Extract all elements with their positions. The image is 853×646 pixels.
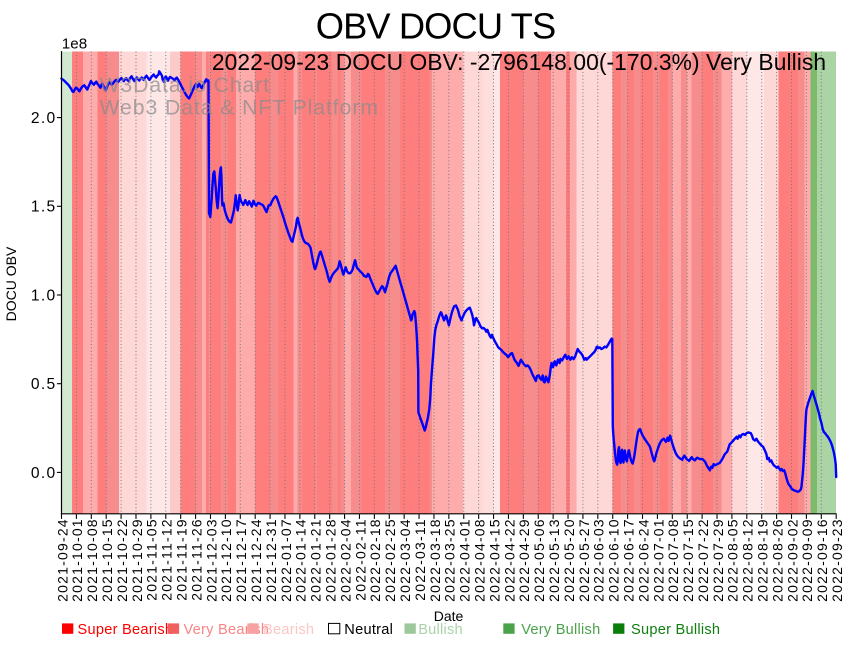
svg-text:W3Data.io Chart: W3Data.io Chart bbox=[100, 74, 271, 97]
svg-text:2021-09-24: 2021-09-24 bbox=[54, 518, 70, 602]
svg-text:Neutral: Neutral bbox=[344, 622, 393, 638]
svg-text:2022-04-01: 2022-04-01 bbox=[457, 518, 473, 602]
svg-text:2022-04-08: 2022-04-08 bbox=[471, 518, 487, 602]
svg-text:Super Bullish: Super Bullish bbox=[631, 622, 720, 638]
svg-text:2022-07-01: 2022-07-01 bbox=[650, 518, 666, 602]
svg-text:2022-01-07: 2022-01-07 bbox=[278, 518, 294, 602]
svg-text:2022-05-27: 2022-05-27 bbox=[576, 518, 592, 602]
svg-text:2.0: 2.0 bbox=[31, 110, 57, 127]
svg-text:2022-01-14: 2022-01-14 bbox=[293, 518, 309, 602]
svg-text:Very Bullish: Very Bullish bbox=[521, 622, 600, 638]
svg-text:2022-08-05: 2022-08-05 bbox=[725, 518, 741, 602]
svg-text:2022-07-15: 2022-07-15 bbox=[680, 518, 696, 602]
svg-text:2021-11-12: 2021-11-12 bbox=[159, 518, 175, 601]
svg-text:2022-01-21: 2022-01-21 bbox=[308, 518, 324, 602]
svg-text:2021-11-26: 2021-11-26 bbox=[188, 518, 204, 601]
svg-text:2022-03-25: 2022-03-25 bbox=[442, 518, 458, 602]
svg-text:Super Bearish: Super Bearish bbox=[78, 622, 174, 638]
svg-text:2021-10-29: 2021-10-29 bbox=[129, 518, 145, 602]
svg-text:2021-12-31: 2021-12-31 bbox=[263, 518, 279, 602]
svg-text:2022-04-29: 2022-04-29 bbox=[516, 518, 532, 602]
svg-text:2022-09-02: 2022-09-02 bbox=[784, 518, 800, 602]
svg-text:2022-05-13: 2022-05-13 bbox=[546, 518, 562, 602]
svg-text:Bullish: Bullish bbox=[418, 622, 463, 638]
svg-text:2021-10-22: 2021-10-22 bbox=[114, 518, 130, 602]
svg-text:2022-02-11: 2022-02-11 bbox=[352, 518, 368, 601]
svg-text:2022-05-20: 2022-05-20 bbox=[561, 518, 577, 602]
svg-text:2021-10-08: 2021-10-08 bbox=[84, 518, 100, 602]
svg-text:2021-12-10: 2021-12-10 bbox=[218, 518, 234, 602]
svg-text:DOCU OBV: DOCU OBV bbox=[3, 246, 19, 321]
svg-text:2021-12-03: 2021-12-03 bbox=[203, 518, 219, 602]
svg-text:0.0: 0.0 bbox=[31, 465, 57, 482]
svg-text:2022-09-16: 2022-09-16 bbox=[814, 518, 830, 602]
svg-text:0.5: 0.5 bbox=[31, 376, 57, 393]
svg-text:2022-08-12: 2022-08-12 bbox=[740, 518, 756, 602]
svg-text:2022-06-10: 2022-06-10 bbox=[606, 518, 622, 602]
svg-text:2022-01-28: 2022-01-28 bbox=[323, 518, 339, 602]
svg-text:2022-03-04: 2022-03-04 bbox=[397, 518, 413, 602]
svg-text:2021-11-19: 2021-11-19 bbox=[174, 518, 190, 601]
svg-text:2022-06-24: 2022-06-24 bbox=[635, 518, 651, 602]
svg-text:2021-10-01: 2021-10-01 bbox=[69, 518, 85, 602]
svg-text:2021-10-15: 2021-10-15 bbox=[99, 518, 115, 602]
svg-text:2022-02-25: 2022-02-25 bbox=[382, 518, 398, 602]
svg-text:2022-07-22: 2022-07-22 bbox=[695, 518, 711, 602]
svg-text:2021-12-24: 2021-12-24 bbox=[248, 518, 264, 602]
svg-text:OBV DOCU TS: OBV DOCU TS bbox=[316, 6, 556, 47]
svg-text:Web3 Data & NFT Platform: Web3 Data & NFT Platform bbox=[100, 97, 379, 120]
svg-text:2022-09-09: 2022-09-09 bbox=[799, 518, 815, 602]
svg-text:2022-04-22: 2022-04-22 bbox=[501, 518, 517, 602]
svg-text:2022-04-15: 2022-04-15 bbox=[486, 518, 502, 602]
svg-text:2022-09-23 DOCU OBV: -2796148.: 2022-09-23 DOCU OBV: -2796148.00(-170.3%… bbox=[212, 49, 826, 75]
svg-text:Bearish: Bearish bbox=[263, 622, 314, 638]
svg-text:2022-08-19: 2022-08-19 bbox=[755, 518, 771, 602]
svg-text:2022-06-03: 2022-06-03 bbox=[591, 518, 607, 602]
svg-text:1e8: 1e8 bbox=[62, 36, 87, 53]
svg-text:2022-03-18: 2022-03-18 bbox=[427, 518, 443, 602]
svg-text:2021-12-17: 2021-12-17 bbox=[233, 518, 249, 602]
svg-text:1.0: 1.0 bbox=[31, 287, 57, 304]
svg-text:Date: Date bbox=[434, 608, 464, 624]
svg-text:2022-07-08: 2022-07-08 bbox=[665, 518, 681, 602]
svg-text:2022-05-06: 2022-05-06 bbox=[531, 518, 547, 602]
svg-text:2021-11-05: 2021-11-05 bbox=[144, 518, 160, 601]
svg-text:2022-02-18: 2022-02-18 bbox=[367, 518, 383, 602]
svg-text:2022-09-23: 2022-09-23 bbox=[829, 518, 845, 602]
svg-text:2022-03-11: 2022-03-11 bbox=[412, 518, 428, 601]
svg-text:2022-02-04: 2022-02-04 bbox=[337, 518, 353, 602]
svg-text:2022-06-17: 2022-06-17 bbox=[620, 518, 636, 602]
svg-text:1.5: 1.5 bbox=[31, 199, 57, 216]
svg-text:2022-07-29: 2022-07-29 bbox=[710, 518, 726, 602]
svg-text:2022-08-26: 2022-08-26 bbox=[769, 518, 785, 602]
